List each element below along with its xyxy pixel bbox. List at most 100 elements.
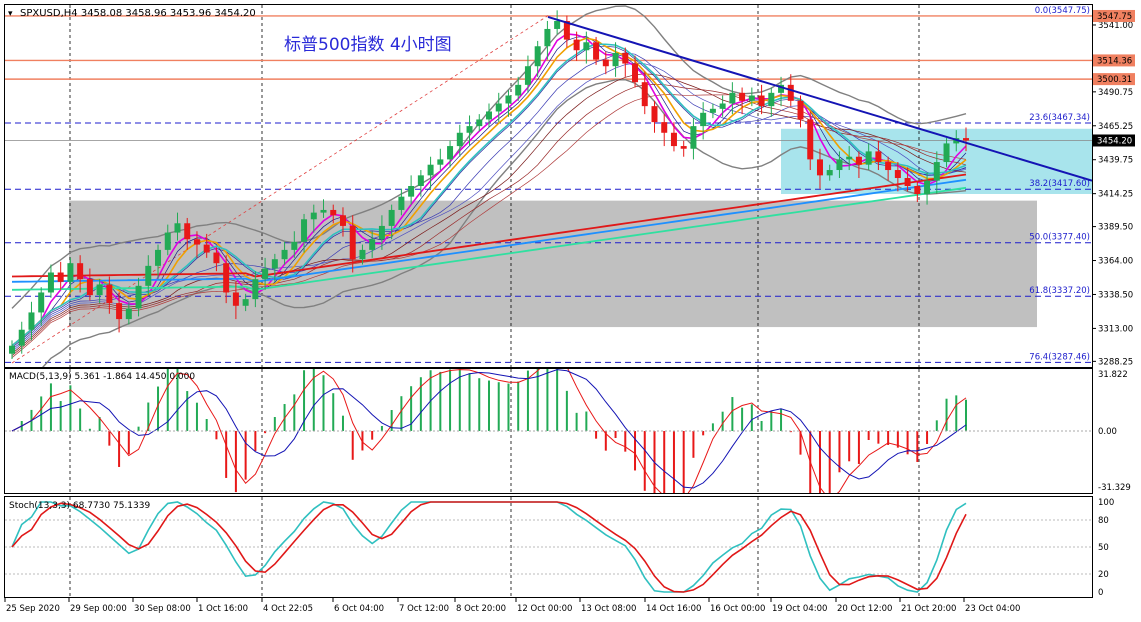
candle (612, 52, 619, 67)
candle (135, 285, 142, 309)
ma-ribbon-line (11, 84, 967, 356)
candle (554, 20, 561, 29)
candle (593, 42, 600, 60)
candle (9, 345, 15, 354)
time-axis-label: 12 Oct 00:00 (517, 604, 572, 614)
symbol-ohlc-text: SPXUSD,H4 3458.08 3458.96 3453.96 3454.2… (20, 8, 256, 19)
candle (680, 146, 687, 149)
candle (184, 223, 191, 240)
time-axis-label: 25 Sep 2020 (6, 604, 60, 614)
ma-slow-green (11, 186, 967, 291)
candle (651, 106, 658, 123)
candle (369, 239, 376, 250)
candle (203, 244, 210, 253)
ma-ribbon-line (11, 73, 967, 354)
candle (787, 84, 794, 101)
candle (252, 279, 259, 300)
candle (242, 299, 249, 306)
candle (339, 215, 346, 226)
candle (359, 249, 366, 260)
candle (476, 119, 483, 127)
candle (563, 20, 570, 40)
price-axis-label: 3414.25 (1098, 190, 1133, 200)
candle (690, 126, 697, 149)
candle (778, 84, 785, 93)
time-axis-label: 1 Oct 16:00 (198, 604, 248, 614)
fib-trend-line (11, 15, 549, 364)
candle (47, 272, 54, 293)
stoch-axis-label: 0 (1098, 588, 1103, 598)
candle (174, 223, 181, 233)
macd-axis-label: 0.00 (1098, 427, 1117, 437)
macd-label: MACD(5,13,9) 5.361 -1.864 14.450 0.000 (9, 372, 195, 382)
price-axis-label: 3541.00 (1098, 21, 1133, 31)
price-axis-label: 3439.75 (1098, 156, 1133, 166)
time-axis-label: 19 Oct 04:00 (772, 604, 827, 614)
price-tag-label: 3547.75 (1097, 12, 1132, 22)
stoch-axis-label: 100 (1098, 498, 1114, 508)
macd-line (11, 369, 967, 493)
candle (524, 66, 531, 85)
candle (155, 249, 162, 266)
candle (661, 122, 668, 133)
fib-level-label: 50.0(3377.40) (1029, 233, 1090, 243)
descending-trendline (547, 16, 1092, 182)
candle (28, 312, 35, 330)
ma-ribbon-line (11, 62, 967, 352)
candle (417, 175, 424, 186)
candle (846, 156, 853, 160)
candle (933, 162, 940, 181)
candle (894, 170, 901, 179)
time-axis-label: 20 Oct 12:00 (837, 604, 892, 614)
candle (106, 284, 113, 304)
candle (632, 63, 639, 83)
candle (534, 46, 541, 67)
candle (904, 178, 911, 186)
fib-level-label: 23.6(3467.34) (1029, 113, 1090, 123)
price-tag-label: 3500.31 (1097, 75, 1132, 85)
candle (96, 284, 103, 296)
candle (865, 151, 872, 165)
time-axis-label: 30 Sep 08:00 (134, 604, 191, 614)
candle (456, 132, 463, 147)
price-tag (1093, 54, 1135, 67)
time-axis-label: 6 Oct 04:00 (334, 604, 384, 614)
candle (38, 292, 45, 313)
consolidation-zone (69, 200, 1037, 328)
candle (816, 159, 823, 176)
candle (291, 241, 298, 250)
candle (164, 232, 171, 250)
candle (641, 82, 648, 107)
ma-orange (11, 37, 967, 347)
price-axis-label: 3490.75 (1098, 88, 1133, 98)
candle (748, 95, 755, 101)
ma-cyan (11, 43, 967, 347)
candle (670, 132, 677, 147)
chart-title: 标普500指数 4小时图 (284, 35, 452, 55)
candle (836, 159, 843, 171)
time-axis-label: 23 Oct 04:00 (965, 604, 1020, 614)
candle (943, 143, 950, 163)
stoch-axis-label: 50 (1098, 543, 1109, 553)
candle (739, 92, 746, 101)
candle (330, 209, 337, 216)
candle (408, 186, 415, 197)
ma-ribbon-line (11, 94, 967, 358)
candle (232, 292, 239, 306)
price-axis-label: 3364.00 (1098, 257, 1133, 267)
candle (301, 219, 308, 242)
candle (486, 111, 492, 120)
candle (583, 42, 590, 51)
price-axis-label: 3465.25 (1098, 122, 1133, 132)
time-axis-label: 7 Oct 12:00 (399, 604, 449, 614)
macd-axis-label: 31.822 (1098, 370, 1128, 380)
last-price-tag (1093, 134, 1135, 147)
candle (378, 225, 385, 240)
candle (875, 151, 882, 163)
candle (758, 95, 765, 107)
symbol-collapse-icon[interactable]: ▾ (8, 9, 13, 19)
candle (18, 329, 25, 346)
fib-level-label: 76.4(3287.46) (1029, 352, 1090, 362)
candle (719, 103, 726, 109)
